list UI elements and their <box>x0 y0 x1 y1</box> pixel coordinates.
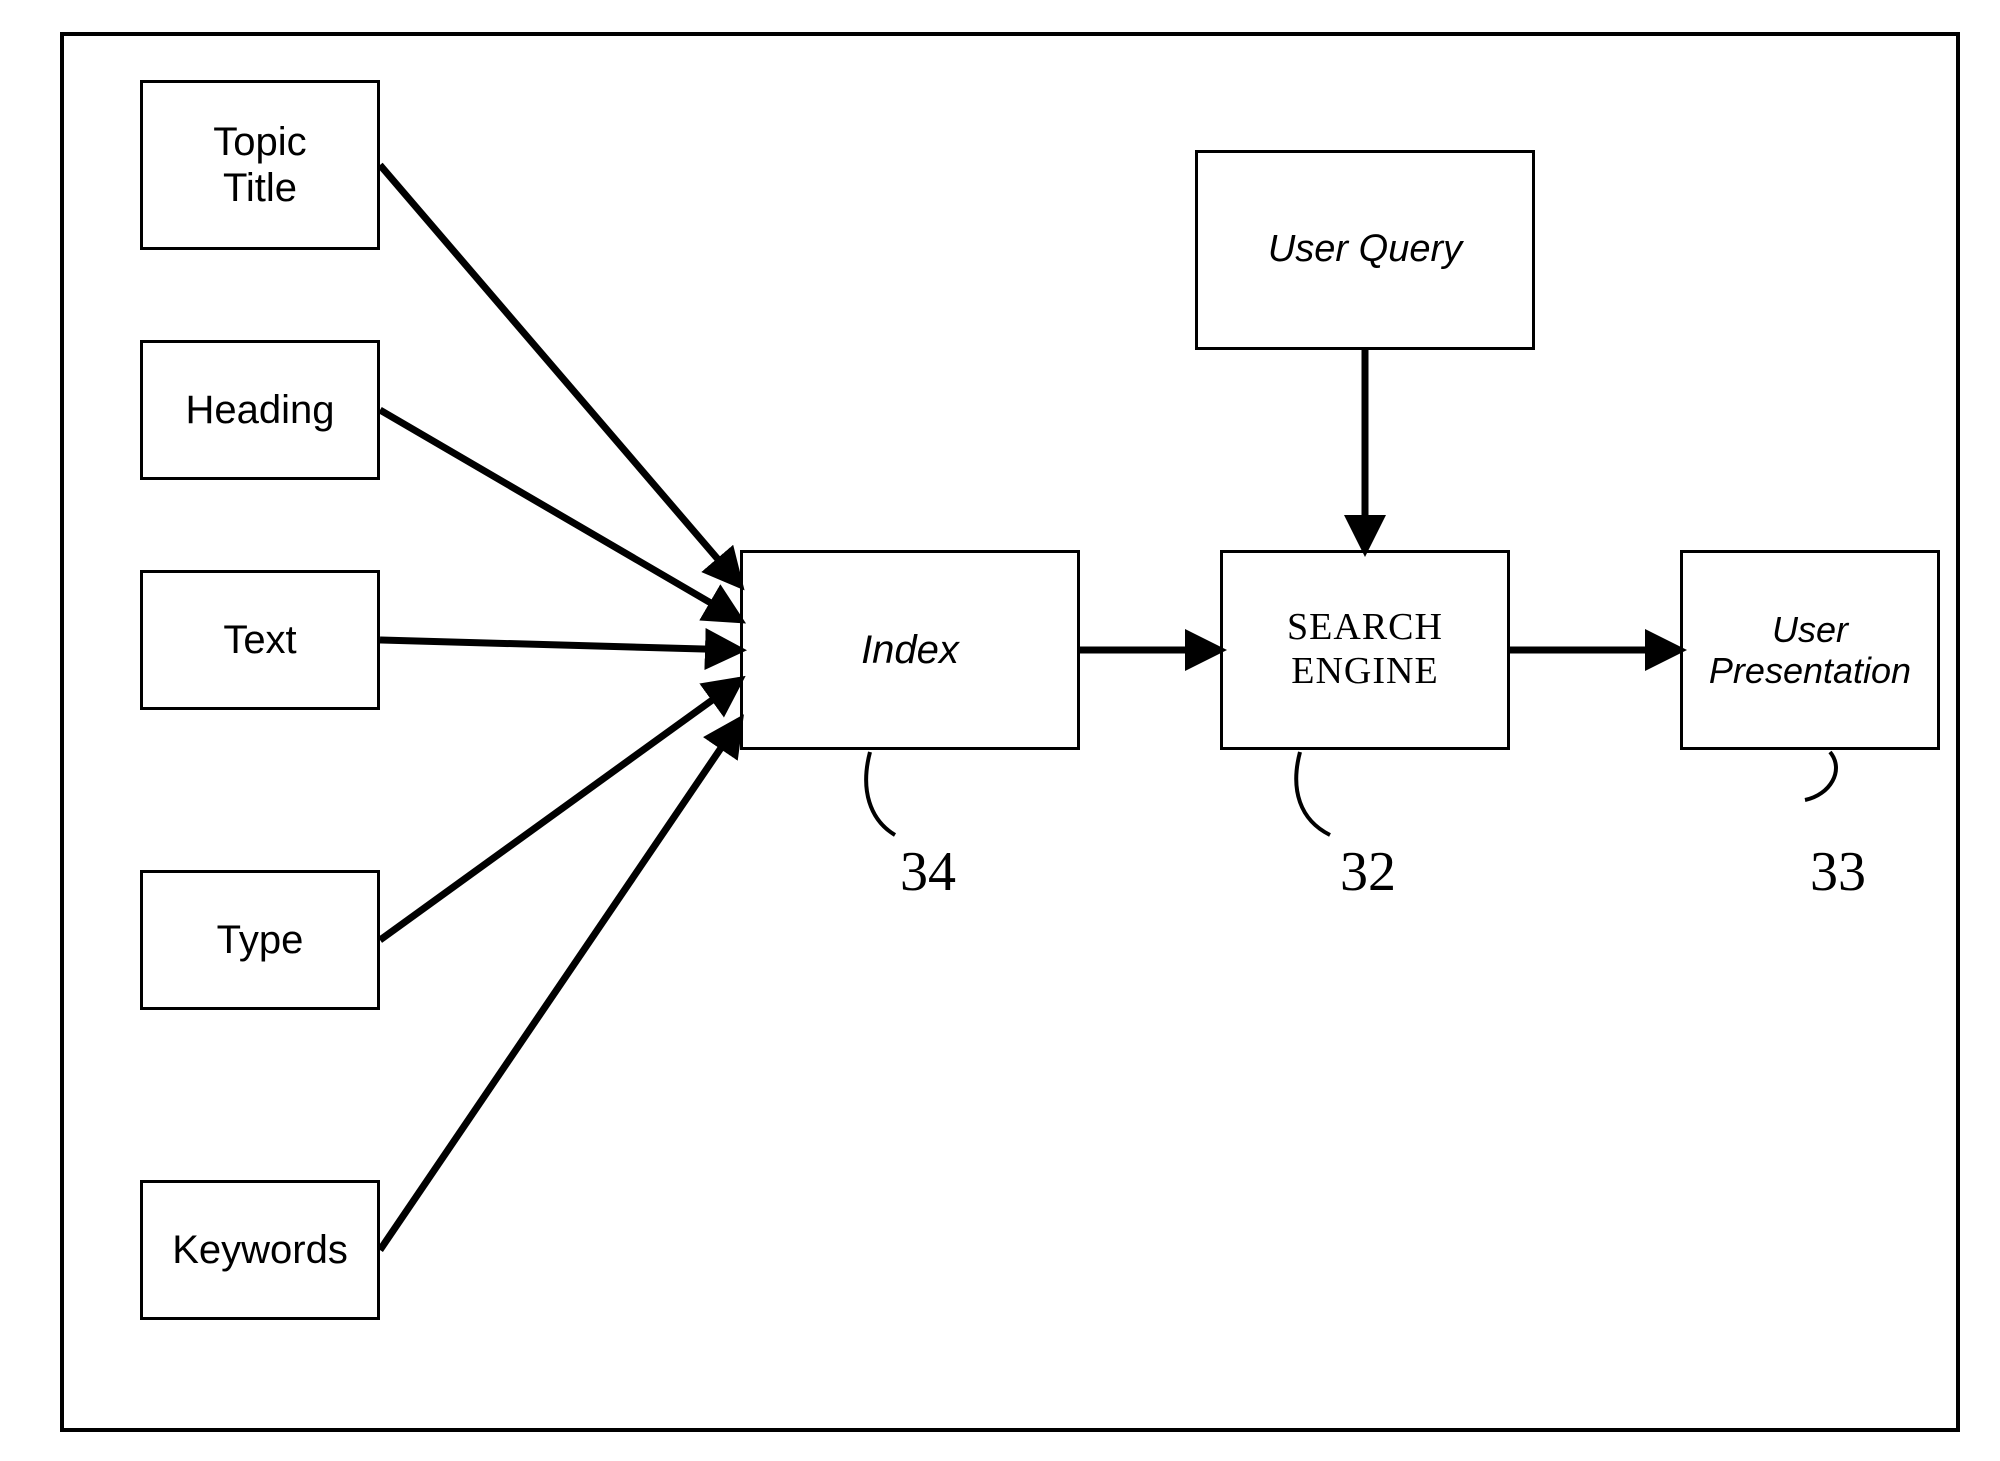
node-label: Type <box>217 917 304 963</box>
ref-text: 33 <box>1810 841 1866 903</box>
node-label: SEARCHENGINE <box>1287 606 1443 693</box>
node-label: Index <box>861 627 959 673</box>
node-label: TopicTitle <box>213 119 306 211</box>
node-label: UserPresentation <box>1709 609 1911 692</box>
node-label: Text <box>223 617 296 663</box>
node-label: Keywords <box>172 1227 348 1273</box>
node-user-query: User Query <box>1195 150 1535 350</box>
ref-text: 32 <box>1340 841 1396 903</box>
diagram-canvas: TopicTitle Heading Text Type Keywords In… <box>0 0 2000 1461</box>
node-index: Index <box>740 550 1080 750</box>
ref-text: 34 <box>900 841 956 903</box>
node-topic-title: TopicTitle <box>140 80 380 250</box>
ref-label-search-engine: 32 <box>1340 840 1396 904</box>
node-label: User Query <box>1268 228 1462 272</box>
node-keywords: Keywords <box>140 1180 380 1320</box>
node-search-engine: SEARCHENGINE <box>1220 550 1510 750</box>
ref-label-user-presentation: 33 <box>1810 840 1866 904</box>
node-type: Type <box>140 870 380 1010</box>
node-heading: Heading <box>140 340 380 480</box>
node-label: Heading <box>185 387 334 433</box>
ref-label-index: 34 <box>900 840 956 904</box>
node-text: Text <box>140 570 380 710</box>
node-user-presentation: UserPresentation <box>1680 550 1940 750</box>
